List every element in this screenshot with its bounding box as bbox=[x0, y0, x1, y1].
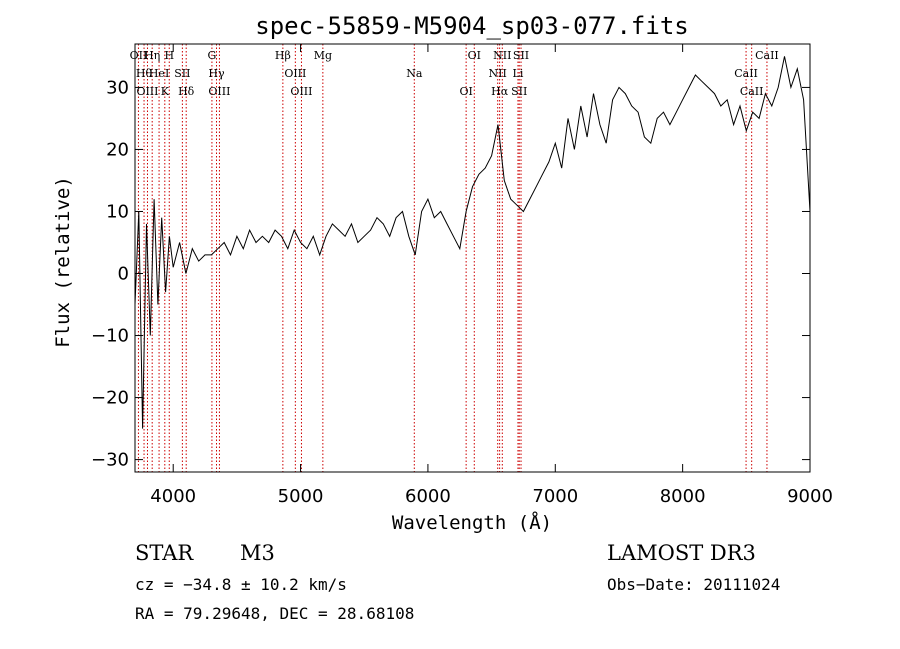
x-axis-label: Wavelength (Å) bbox=[392, 511, 552, 534]
line-label-18: OI bbox=[468, 49, 481, 62]
x-tick-label-4: 8000 bbox=[660, 486, 706, 507]
y-tick-label-6: 30 bbox=[106, 77, 129, 98]
object-class: STAR bbox=[135, 541, 194, 565]
line-label-13: OIII bbox=[284, 67, 306, 80]
line-label-11: OIII bbox=[208, 85, 230, 98]
line-label-22: Li bbox=[513, 67, 524, 80]
y-tick-label-1: −20 bbox=[91, 388, 129, 409]
line-label-14: OIII bbox=[290, 85, 312, 98]
line-label-2: OIII bbox=[136, 85, 158, 98]
spectrum bbox=[134, 56, 811, 429]
y-tick-label-5: 20 bbox=[106, 139, 129, 160]
object-subclass: M3 bbox=[240, 541, 275, 565]
line-label-10: Hγ bbox=[208, 67, 225, 80]
x-tick-label-2: 6000 bbox=[405, 486, 451, 507]
obs-date: Obs−Date: 20111024 bbox=[607, 575, 780, 594]
line-label-5: K bbox=[161, 85, 170, 98]
line-label-16: Na bbox=[406, 67, 423, 80]
coordinates: RA = 79.29648, DEC = 28.68108 bbox=[135, 604, 414, 623]
line-label-27: CaII bbox=[755, 49, 779, 62]
line-label-24: SII bbox=[513, 49, 529, 62]
line-label-15: Mg bbox=[314, 49, 332, 62]
line-label-0: OII bbox=[130, 49, 148, 62]
y-tick-label-0: −30 bbox=[91, 450, 129, 471]
y-tick-label-3: 0 bbox=[118, 264, 129, 285]
line-label-21: NII bbox=[493, 49, 511, 62]
y-axis-label: Flux (relative) bbox=[52, 176, 74, 348]
line-label-1: Hθ bbox=[136, 67, 153, 80]
plot-frame bbox=[134, 43, 811, 473]
x-tick-label-5: 9000 bbox=[787, 486, 833, 507]
line-label-20: Hα bbox=[491, 85, 509, 98]
line-label-8: Hδ bbox=[178, 85, 195, 98]
line-label-9: G bbox=[208, 49, 217, 62]
x-tick-label-1: 5000 bbox=[278, 486, 324, 507]
line-label-19: NII bbox=[489, 67, 507, 80]
series-line-0 bbox=[134, 56, 811, 429]
line-label-23: SII bbox=[511, 85, 527, 98]
line-labels: OIIHθOIIIHηHeIKHSIIHδGHγOIIIHβOIIIOIIIMg… bbox=[130, 49, 779, 98]
x-tick-label-0: 4000 bbox=[150, 486, 196, 507]
line-label-6: H bbox=[164, 49, 174, 62]
x-tick-label-3: 7000 bbox=[532, 486, 578, 507]
line-label-12: Hβ bbox=[275, 49, 291, 62]
line-label-26: CaII bbox=[740, 85, 764, 98]
chart-title: spec-55859-M5904_sp03-077.fits bbox=[255, 12, 688, 40]
survey-name: LAMOST DR3 bbox=[607, 541, 756, 565]
y-tick-label-2: −10 bbox=[91, 326, 129, 347]
y-tick-label-4: 10 bbox=[106, 201, 129, 222]
redshift-text: cz = −34.8 ± 10.2 km/s bbox=[135, 575, 347, 594]
line-label-3: Hη bbox=[144, 49, 160, 62]
line-label-17: OI bbox=[459, 85, 472, 98]
line-label-4: HeI bbox=[149, 67, 169, 80]
line-label-7: SII bbox=[174, 67, 190, 80]
y-axis-ticks: −30 −20 −10 0 10 20 30 bbox=[91, 77, 810, 471]
line-label-25: CaII bbox=[734, 67, 758, 80]
x-axis-ticks: 4000 5000 6000 7000 8000 9000 bbox=[150, 44, 833, 507]
line-markers bbox=[137, 44, 768, 472]
